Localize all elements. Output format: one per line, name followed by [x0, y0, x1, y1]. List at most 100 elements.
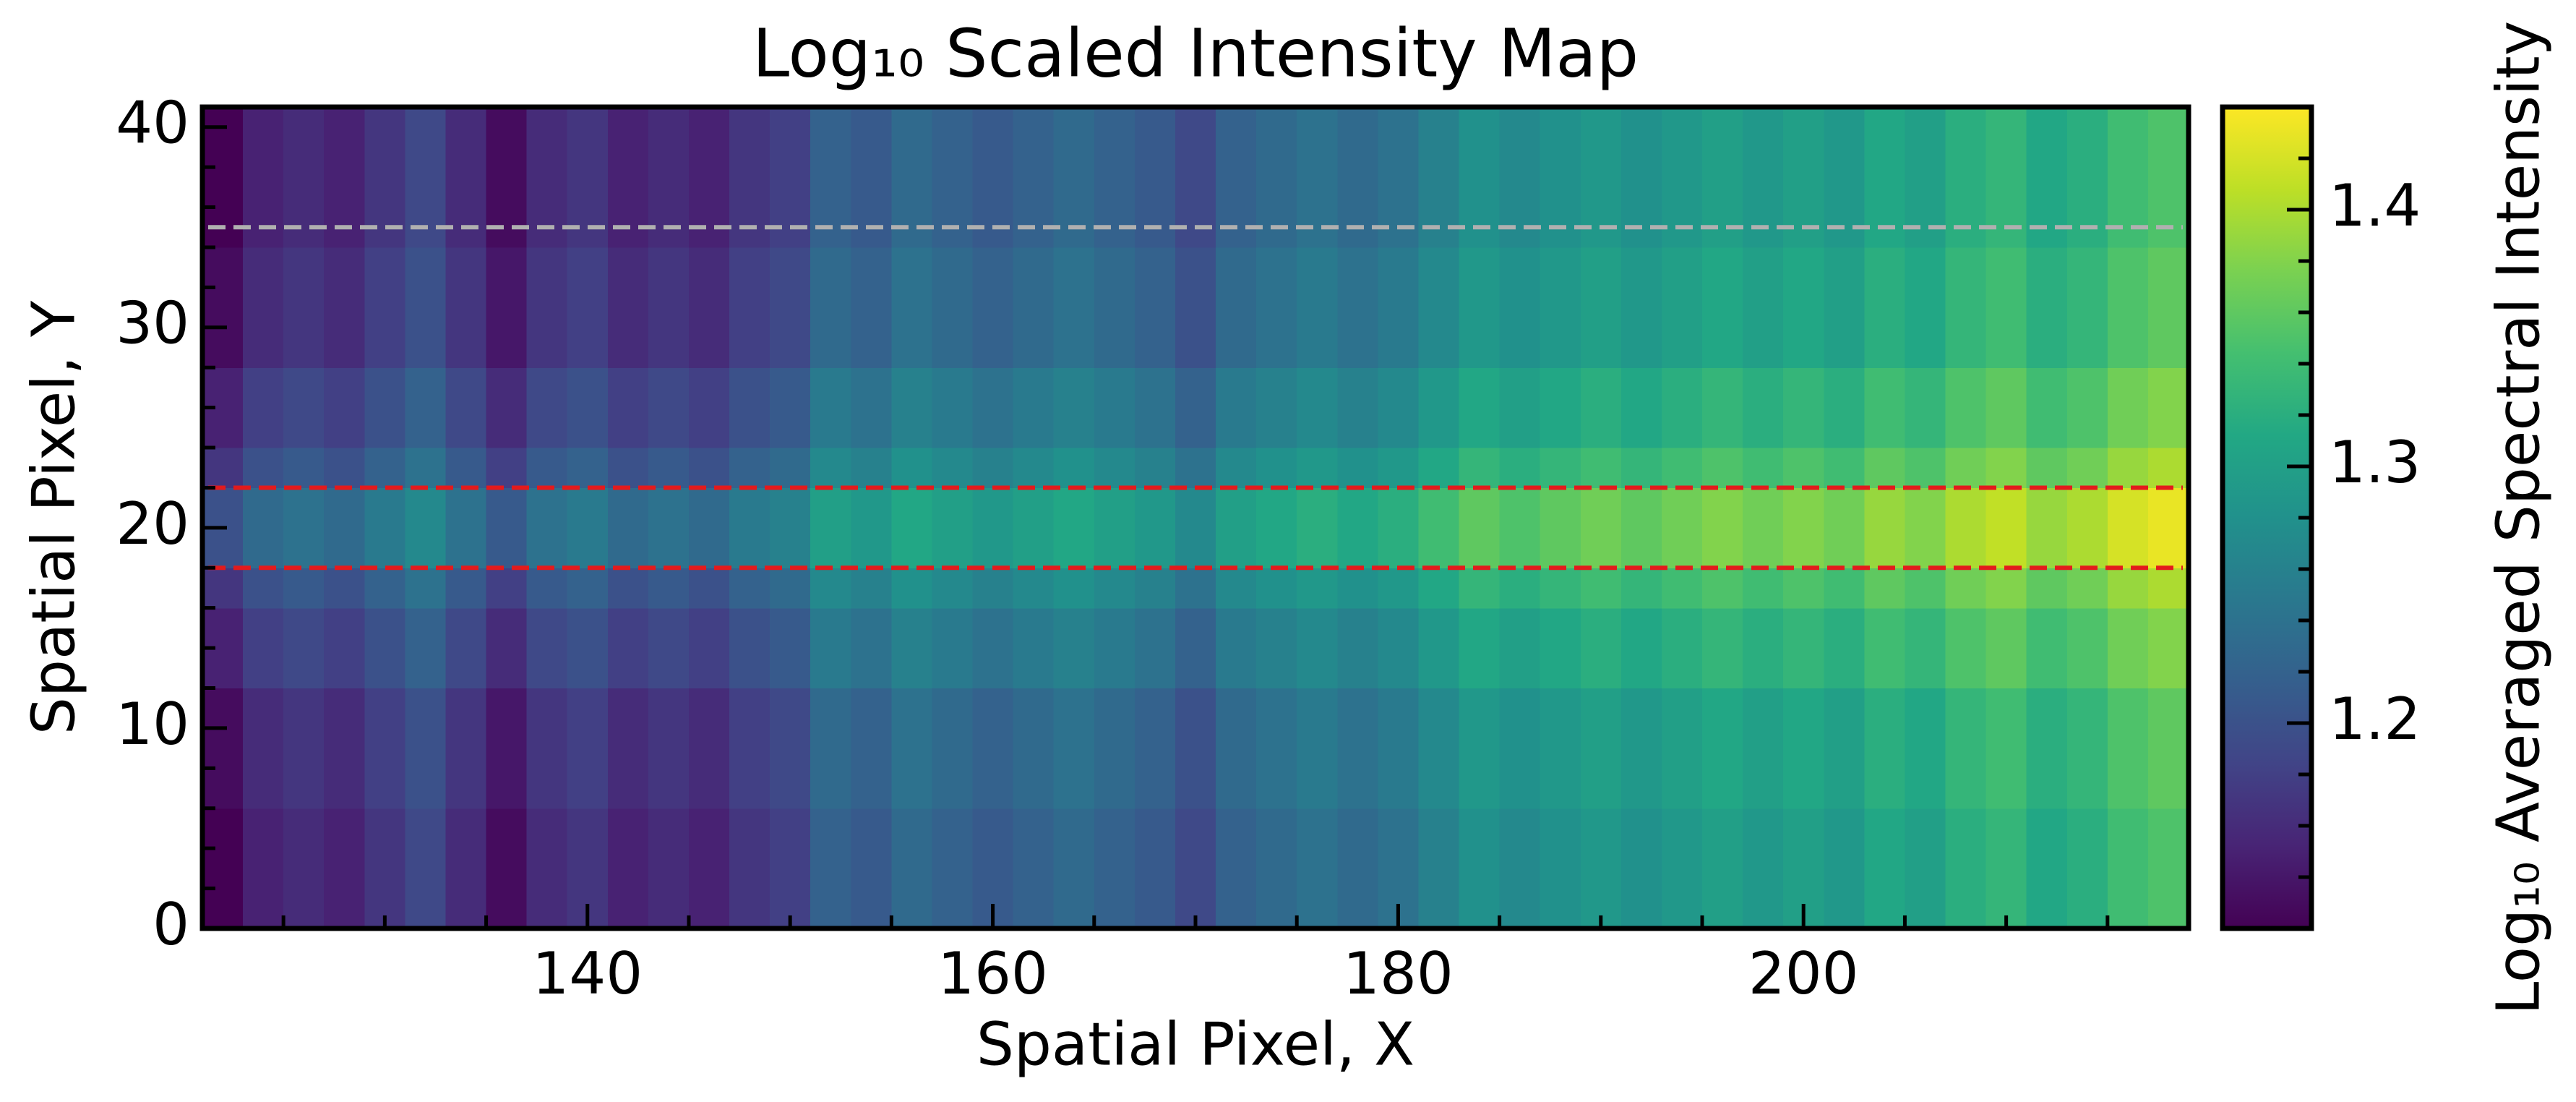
x-tick-label: 180: [1343, 940, 1454, 1007]
heatmap-cell: [1256, 527, 1297, 568]
y-tick-label: 10: [116, 691, 189, 758]
heatmap-cell: [364, 448, 406, 489]
heatmap-cell: [1418, 808, 1460, 929]
heatmap-cell: [1378, 527, 1420, 568]
heatmap-cell: [1783, 688, 1824, 809]
heatmap-cell: [729, 688, 770, 809]
heatmap-cell: [324, 527, 365, 568]
heatmap-cell: [405, 527, 447, 568]
heatmap-cell: [1620, 107, 1662, 248]
heatmap-cell: [2026, 107, 2068, 248]
heatmap-cell: [1702, 487, 1743, 529]
heatmap-cell: [1580, 367, 1622, 448]
colorbar-tick-label: 1.3: [2329, 429, 2421, 496]
y-axis-label: Spatial Pixel, Y: [20, 300, 88, 735]
heatmap-cell: [770, 107, 811, 248]
heatmap-cell: [1499, 448, 1541, 489]
heatmap-cell: [1702, 247, 1743, 368]
heatmap-cell: [324, 568, 365, 609]
heatmap-cell: [1459, 808, 1500, 929]
heatmap-cell: [688, 568, 730, 609]
heatmap-cell: [1094, 247, 1135, 368]
heatmap-cell: [202, 487, 244, 529]
heatmap-cell: [1094, 367, 1135, 448]
heatmap-cell: [324, 808, 365, 929]
heatmap-cell: [1620, 527, 1662, 568]
heatmap-cell: [1620, 487, 1662, 529]
heatmap-cell: [2107, 527, 2149, 568]
heatmap-cell: [1499, 607, 1541, 689]
heatmap-cell: [851, 688, 892, 809]
heatmap-cell: [1378, 607, 1420, 689]
heatmap-cell: [1013, 107, 1055, 248]
heatmap-cell: [1824, 367, 1865, 448]
heatmap-cell: [1661, 808, 1703, 929]
heatmap-cell: [891, 247, 933, 368]
heatmap-cell: [1620, 448, 1662, 489]
heatmap-cell: [972, 568, 1014, 609]
heatmap-cell: [324, 607, 365, 689]
heatmap-cell: [1580, 568, 1622, 609]
heatmap-cell: [1824, 688, 1865, 809]
heatmap-cell: [283, 808, 325, 929]
heatmap-cell: [1378, 107, 1420, 248]
heatmap-cell: [1945, 448, 1987, 489]
heatmap-cell: [2066, 688, 2108, 809]
heatmap-cell: [1864, 367, 1906, 448]
heatmap-cell: [364, 527, 406, 568]
heatmap-cell: [1620, 688, 1662, 809]
heatmap-cell: [486, 808, 528, 929]
y-tick-label: 0: [153, 891, 189, 958]
heatmap-cell: [1459, 607, 1500, 689]
heatmap-cell: [1905, 448, 1946, 489]
heatmap-cell: [932, 808, 974, 929]
heatmap-cell: [1620, 607, 1662, 689]
heatmap-cell: [851, 607, 892, 689]
heatmap-cell: [2066, 448, 2108, 489]
heatmap-cell: [486, 568, 528, 609]
heatmap-cell: [648, 607, 690, 689]
heatmap-cell: [1864, 568, 1906, 609]
heatmap-cell: [1661, 367, 1703, 448]
heatmap: [202, 107, 2189, 929]
heatmap-cell: [2026, 808, 2068, 929]
heatmap-cell: [364, 568, 406, 609]
heatmap-cell: [1094, 527, 1135, 568]
heatmap-cell: [688, 487, 730, 529]
heatmap-cell: [1824, 527, 1865, 568]
heatmap-cell: [445, 568, 487, 609]
heatmap-cell: [729, 247, 770, 368]
heatmap-cell: [1094, 688, 1135, 809]
heatmap-cell: [851, 367, 892, 448]
heatmap-cell: [1985, 688, 2027, 809]
heatmap-cell: [1053, 688, 1095, 809]
heatmap-cell: [1702, 688, 1743, 809]
heatmap-cell: [2147, 527, 2189, 568]
heatmap-cell: [1864, 448, 1906, 489]
heatmap-cell: [405, 247, 447, 368]
heatmap-cell: [932, 487, 974, 529]
heatmap-cell: [2026, 527, 2068, 568]
heatmap-cell: [607, 487, 649, 529]
colorbar-tick-label: 1.4: [2329, 172, 2421, 239]
heatmap-cell: [729, 607, 770, 689]
heatmap-cell: [1824, 568, 1865, 609]
heatmap-cell: [2026, 688, 2068, 809]
heatmap-cell: [1053, 568, 1095, 609]
heatmap-cell: [486, 487, 528, 529]
heatmap-cell: [405, 487, 447, 529]
heatmap-cell: [1702, 568, 1743, 609]
heatmap-cell: [202, 568, 244, 609]
heatmap-cell: [851, 448, 892, 489]
heatmap-cell: [445, 527, 487, 568]
heatmap-cell: [405, 808, 447, 929]
heatmap-cell: [648, 247, 690, 368]
heatmap-cell: [1378, 568, 1420, 609]
heatmap-cell: [1337, 527, 1378, 568]
colorbar-tick-label: 1.2: [2329, 685, 2421, 753]
heatmap-cell: [1499, 688, 1541, 809]
heatmap-cell: [1945, 247, 1987, 368]
heatmap-cell: [648, 107, 690, 248]
heatmap-cell: [1053, 107, 1095, 248]
heatmap-cell: [1864, 688, 1906, 809]
